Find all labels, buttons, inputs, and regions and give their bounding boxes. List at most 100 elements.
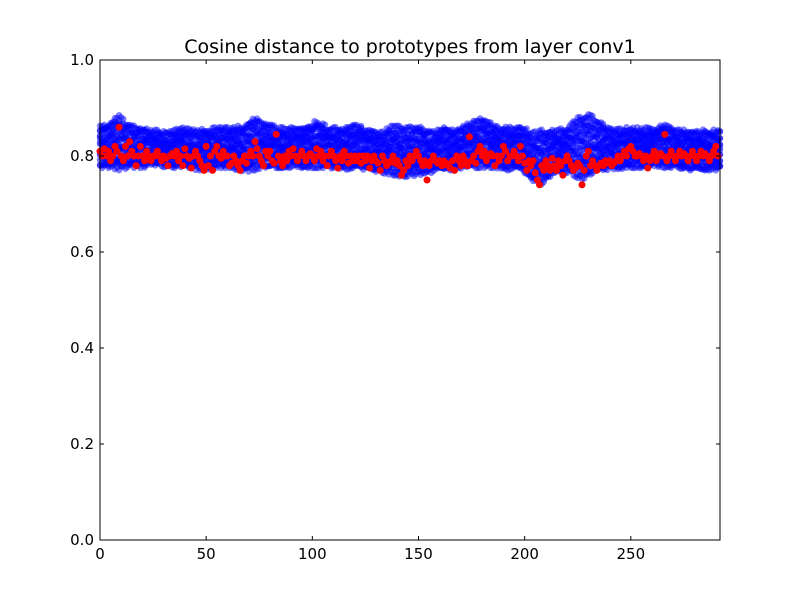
red-point: [661, 130, 669, 138]
x-tick-label: 250: [617, 545, 646, 563]
red-point: [491, 162, 499, 170]
red-point: [650, 147, 658, 155]
red-point: [476, 142, 484, 150]
red-point: [374, 159, 382, 167]
red-point: [470, 152, 478, 160]
x-tick-label: 150: [404, 545, 433, 563]
red-point: [366, 164, 374, 172]
chart-title: Cosine distance to prototypes from layer…: [184, 36, 635, 58]
red-point: [540, 166, 548, 174]
red-point: [126, 138, 134, 146]
red-point: [259, 162, 267, 170]
blue-point: [523, 125, 530, 132]
red-point: [141, 157, 149, 165]
red-point: [323, 162, 331, 170]
red-point: [236, 166, 244, 174]
red-point: [395, 162, 403, 170]
red-point: [187, 164, 195, 172]
red-series-points: [96, 123, 722, 189]
red-point: [251, 138, 259, 146]
red-point: [514, 157, 522, 165]
red-point: [553, 166, 561, 174]
red-point: [253, 145, 261, 153]
y-tick-label: 0.4: [70, 339, 94, 357]
red-point: [712, 142, 720, 150]
red-point: [463, 162, 471, 170]
y-tick-label: 0.0: [70, 531, 94, 549]
blue-point: [487, 119, 494, 126]
red-point: [516, 142, 524, 150]
y-tick-label: 0.6: [70, 243, 94, 261]
red-point: [124, 152, 132, 160]
red-point: [580, 166, 588, 174]
red-point: [115, 123, 123, 131]
axis-ticks: 0 50 100 150 200 250 0.0 0.2 0.4 0.6 0.8 1.0: [70, 51, 720, 563]
red-point: [557, 162, 565, 170]
red-point: [659, 152, 667, 160]
red-point: [223, 152, 231, 160]
red-point: [423, 176, 431, 184]
red-point: [310, 157, 318, 165]
red-point: [181, 145, 189, 153]
red-point: [272, 130, 280, 138]
red-point: [204, 162, 212, 170]
y-tick-label: 1.0: [70, 51, 94, 69]
red-point: [376, 166, 384, 174]
red-point: [472, 159, 480, 167]
red-point: [332, 157, 340, 165]
red-point: [451, 166, 459, 174]
y-tick-label: 0.2: [70, 435, 94, 453]
red-point: [283, 157, 291, 165]
red-point: [465, 133, 473, 141]
x-tick-label: 200: [510, 545, 539, 563]
red-point: [448, 157, 456, 165]
red-point: [364, 152, 372, 160]
red-point: [502, 147, 510, 155]
red-point: [536, 181, 544, 189]
red-point: [338, 157, 346, 165]
red-point: [523, 166, 531, 174]
y-tick-label: 0.8: [70, 147, 94, 165]
red-point: [202, 142, 210, 150]
red-point: [136, 142, 144, 150]
red-point: [642, 152, 650, 160]
red-point: [623, 152, 631, 160]
red-point: [334, 164, 342, 172]
red-point: [457, 162, 465, 170]
x-tick-label: 0: [95, 545, 105, 563]
red-point: [289, 145, 297, 153]
x-tick-label: 50: [197, 545, 216, 563]
red-point: [584, 147, 592, 155]
plot-frame: [99, 59, 721, 541]
red-point: [121, 142, 129, 150]
red-point: [317, 147, 325, 155]
red-point: [279, 162, 287, 170]
red-point: [546, 166, 554, 174]
red-point: [480, 147, 488, 155]
red-point: [104, 147, 112, 155]
red-point: [531, 169, 539, 177]
red-point: [404, 162, 412, 170]
red-point: [578, 181, 586, 189]
red-point: [179, 162, 187, 170]
red-point: [200, 166, 208, 174]
x-tick-label: 100: [298, 545, 327, 563]
red-point: [389, 152, 397, 160]
red-point: [164, 162, 172, 170]
red-point: [270, 159, 278, 167]
red-point: [109, 152, 117, 160]
red-point: [113, 147, 121, 155]
red-point: [400, 166, 408, 174]
red-point: [266, 147, 274, 155]
red-point: [172, 147, 180, 155]
red-point: [119, 157, 127, 165]
red-point: [132, 162, 140, 170]
red-point: [213, 142, 221, 150]
red-point: [206, 152, 214, 160]
blue-point: [321, 121, 329, 128]
red-point: [497, 152, 505, 160]
red-point: [209, 166, 217, 174]
red-point: [249, 152, 257, 160]
red-point: [529, 157, 537, 165]
